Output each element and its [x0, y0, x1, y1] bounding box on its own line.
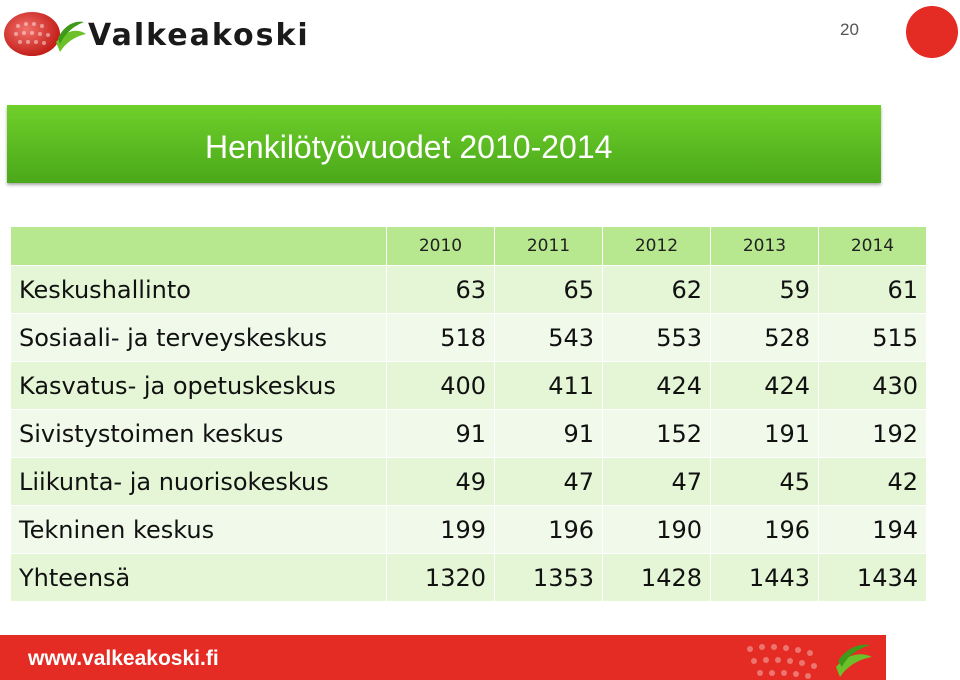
row-label: Liikunta- ja nuorisokeskus — [10, 457, 387, 506]
table-cell: 1434 — [818, 553, 927, 602]
table-cell: 543 — [494, 313, 603, 362]
logo-dots-icon — [4, 12, 86, 56]
table-row: Tekninen keskus 199 196 190 196 194 — [10, 505, 927, 554]
column-header: 2013 — [710, 226, 819, 266]
table-cell: 42 — [818, 457, 927, 506]
table-cell: 45 — [710, 457, 819, 506]
column-header: 2014 — [818, 226, 927, 266]
column-header: 2010 — [386, 226, 495, 266]
row-label: Keskushallinto — [10, 265, 387, 314]
table-cell: 515 — [818, 313, 927, 362]
table-cell: 194 — [818, 505, 927, 554]
table-cell: 411 — [494, 361, 603, 410]
row-label: Yhteensä — [10, 553, 387, 602]
row-label: Tekninen keskus — [10, 505, 387, 554]
table-cell: 59 — [710, 265, 819, 314]
table-cell: 196 — [494, 505, 603, 554]
slide-title: Henkilötyövuodet 2010-2014 — [205, 129, 613, 165]
footer-logo-icon — [747, 644, 872, 679]
table-cell: 191 — [710, 409, 819, 458]
table-cell: 65 — [494, 265, 603, 314]
footer-url: www.valkeakoski.fi — [28, 647, 219, 670]
table-cell: 424 — [602, 361, 711, 410]
table-cell: 430 — [818, 361, 927, 410]
table-cell: 91 — [494, 409, 603, 458]
table-cell: 49 — [386, 457, 495, 506]
table-cell: 1353 — [494, 553, 603, 602]
footer-bar: www.valkeakoski.fi — [0, 635, 886, 680]
valkeakoski-logo: Valkeakoski — [0, 0, 360, 70]
table-cell: 192 — [818, 409, 927, 458]
table-total-row: Yhteensä 1320 1353 1428 1443 1434 — [10, 553, 927, 602]
table-cell: 152 — [602, 409, 711, 458]
row-label: Kasvatus- ja opetuskeskus — [10, 361, 387, 410]
table-cell: 62 — [602, 265, 711, 314]
person-years-table: 2010 2011 2012 2013 2014 Keskushallinto … — [10, 226, 927, 602]
table-row: Sosiaali- ja terveyskeskus 518 543 553 5… — [10, 313, 927, 362]
table-cell: 528 — [710, 313, 819, 362]
table-cell: 553 — [602, 313, 711, 362]
table-cell: 190 — [602, 505, 711, 554]
table-cell: 1443 — [710, 553, 819, 602]
table-row: Keskushallinto 63 65 62 59 61 — [10, 265, 927, 314]
table-row: Liikunta- ja nuorisokeskus 49 47 47 45 4… — [10, 457, 927, 506]
table-row: Sivistystoimen keskus 91 91 152 191 192 — [10, 409, 927, 458]
table-cell: 1428 — [602, 553, 711, 602]
red-circle-icon — [906, 6, 958, 58]
table-cell: 91 — [386, 409, 495, 458]
table-cell: 199 — [386, 505, 495, 554]
table-cell: 47 — [602, 457, 711, 506]
table-cell: 424 — [710, 361, 819, 410]
table-cell: 518 — [386, 313, 495, 362]
table-header-row: 2010 2011 2012 2013 2014 — [10, 226, 927, 266]
page-number: 20 — [840, 20, 859, 39]
row-label: Sivistystoimen keskus — [10, 409, 387, 458]
header-corner-cell — [10, 226, 387, 266]
table-cell: 400 — [386, 361, 495, 410]
column-header: 2011 — [494, 226, 603, 266]
title-banner: Henkilötyövuodet 2010-2014 — [7, 105, 881, 183]
column-header: 2012 — [602, 226, 711, 266]
table-cell: 196 — [710, 505, 819, 554]
table-cell: 61 — [818, 265, 927, 314]
table-row: Kasvatus- ja opetuskeskus 400 411 424 42… — [10, 361, 927, 410]
table-cell: 47 — [494, 457, 603, 506]
table-cell: 63 — [386, 265, 495, 314]
logo-wordmark: Valkeakoski — [88, 18, 310, 53]
table-cell: 1320 — [386, 553, 495, 602]
row-label: Sosiaali- ja terveyskeskus — [10, 313, 387, 362]
